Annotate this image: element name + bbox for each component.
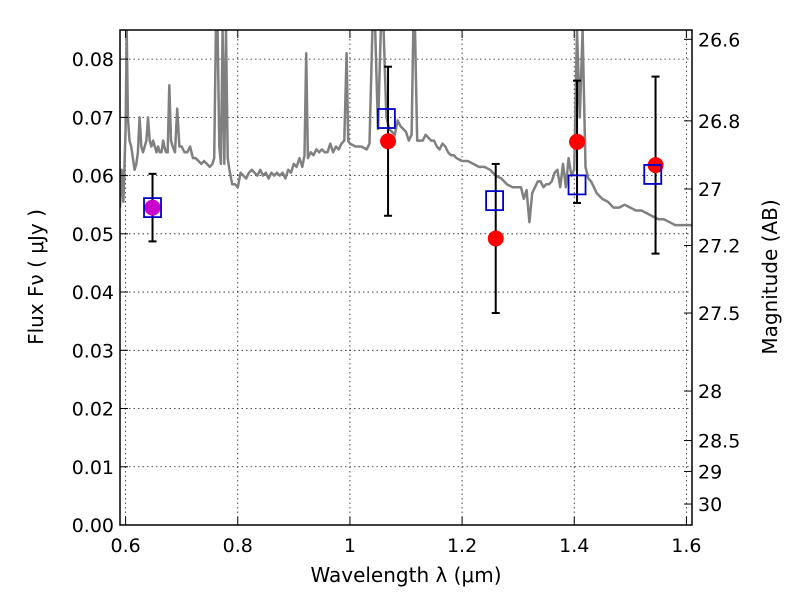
- x-tick-label: 1.6: [671, 535, 701, 557]
- model-spectrum: [120, 30, 692, 227]
- x-axis-label: Wavelength λ (μm): [310, 563, 501, 587]
- y2-tick-label: 30: [698, 494, 722, 516]
- observed-flux-point: [144, 199, 161, 216]
- photometry-markers: [143, 108, 664, 247]
- y-tick-label: 0.08: [72, 49, 114, 71]
- x-tick-label: 0.8: [223, 535, 253, 557]
- y2-tick-label: 27.2: [698, 235, 740, 257]
- y2-tick-label: 29: [698, 461, 722, 483]
- y-tick-label: 0.07: [72, 107, 114, 129]
- observed-flux-point: [487, 230, 504, 247]
- y2-tick-label: 26.6: [698, 29, 740, 51]
- model-flux-square: [143, 197, 162, 219]
- y2-tick-label: 27.5: [698, 303, 740, 325]
- observed-flux-point: [569, 133, 586, 150]
- x-tick-label: 1.2: [447, 535, 477, 557]
- grid-lines: [120, 30, 692, 526]
- model-flux-square: [485, 190, 505, 212]
- y-tick-label: 0.03: [72, 340, 114, 362]
- y-tick-label: 0.01: [72, 457, 114, 479]
- model-flux-square: [643, 164, 663, 185]
- y2-tick-label: 28.5: [698, 431, 740, 453]
- x-tick-label: 1: [344, 535, 356, 557]
- y2-tick-label: 28: [698, 381, 722, 403]
- y-tick-label: 0.04: [72, 282, 114, 304]
- y2-axis-label: Magnitude (AB): [758, 199, 782, 354]
- y-tick-label: 0.05: [72, 224, 114, 246]
- x-tick-label: 1.4: [559, 535, 589, 557]
- y-axis-label: Flux Fν ( μJy ): [24, 209, 48, 345]
- y-tick-label: 0.06: [72, 166, 114, 188]
- observed-flux-point: [380, 133, 397, 150]
- model-flux-square: [567, 174, 587, 196]
- axis-ticks: 0.6 0.8 1 1.2 1.4 1.6 0.00 0.01 0.02 0.03 0.04 0.05…: [72, 29, 741, 557]
- y2-tick-label: 26.8: [698, 111, 740, 133]
- y-tick-label: 0.02: [72, 399, 114, 421]
- x-tick-label: 0.6: [110, 535, 140, 557]
- spectrum-line: [120, 30, 692, 227]
- y2-tick-label: 27: [698, 179, 722, 201]
- model-flux-square: [376, 108, 396, 129]
- y-tick-label: 0.00: [72, 515, 114, 537]
- plot-frame: [119, 29, 693, 526]
